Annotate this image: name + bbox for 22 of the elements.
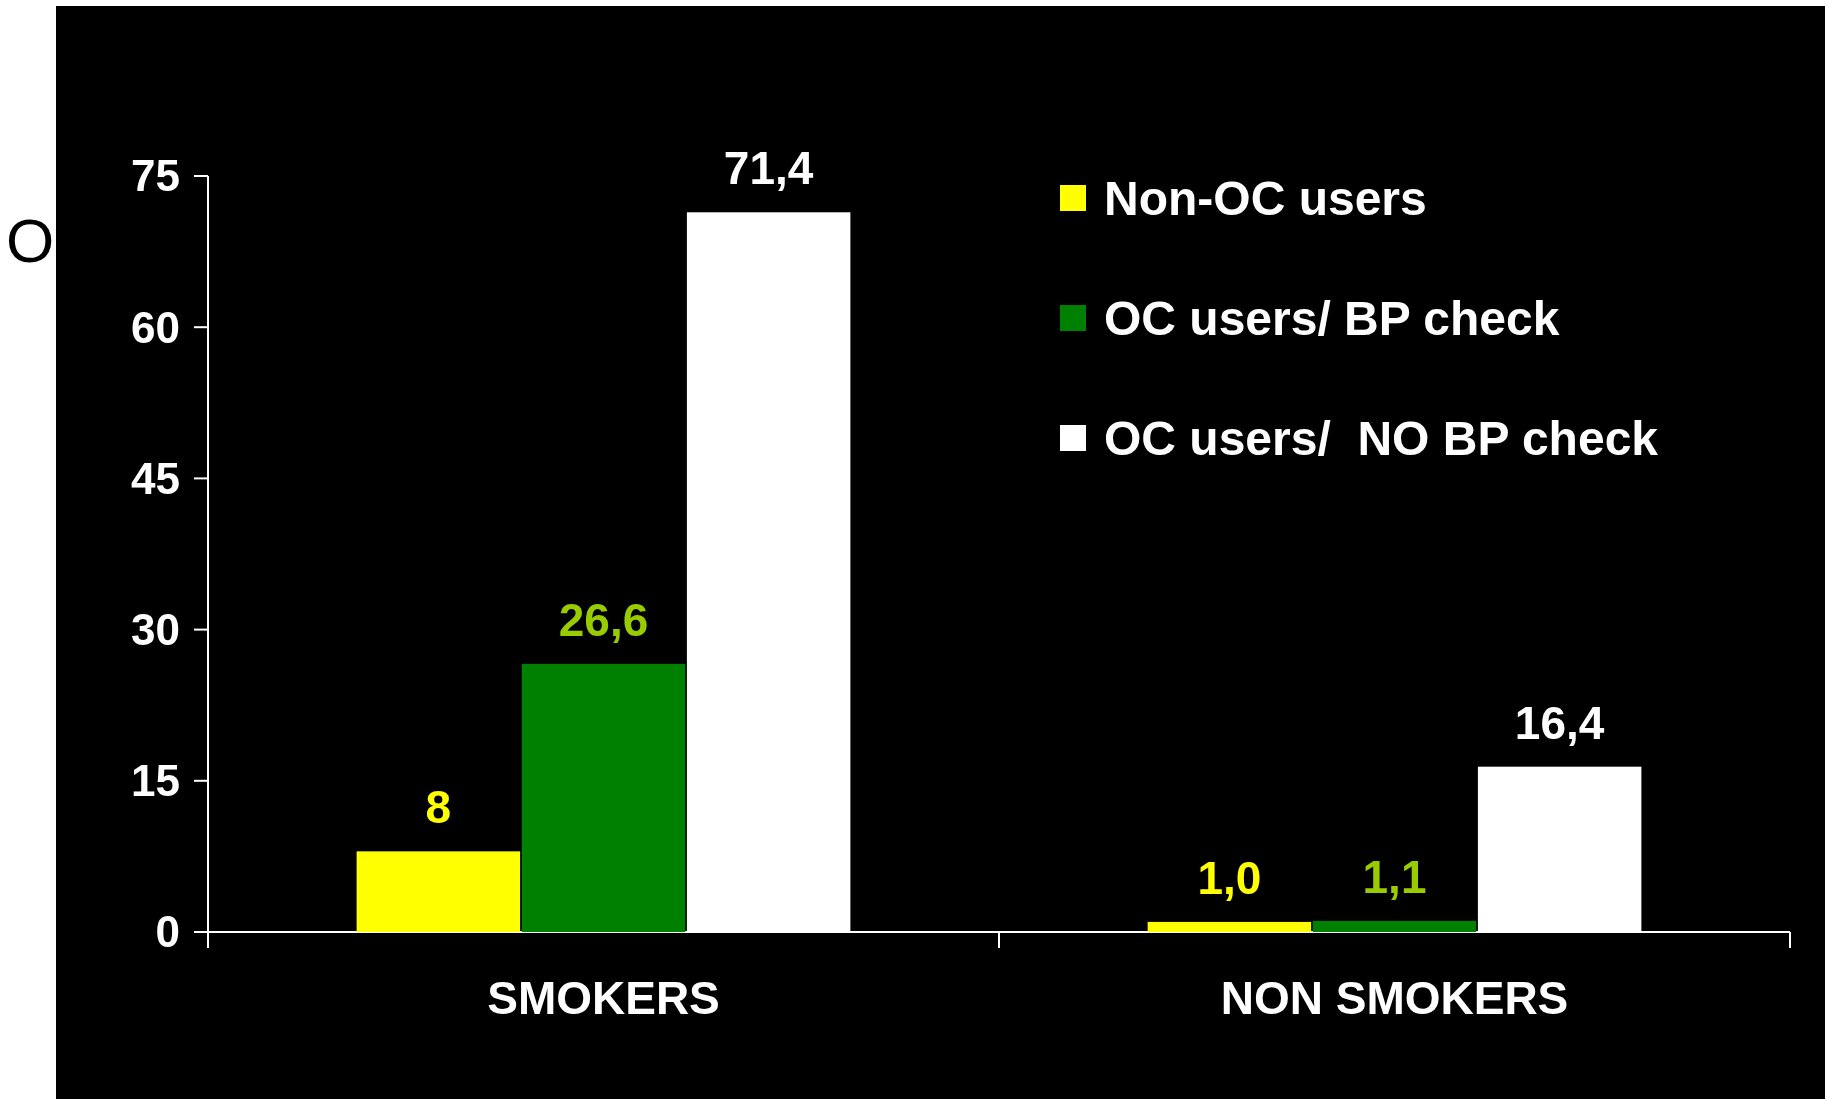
data-label: 1,1: [1362, 850, 1427, 903]
data-label: 8: [425, 781, 452, 834]
data-label: 26,6: [558, 593, 649, 646]
y-tick-label: 30: [131, 605, 180, 654]
y-tick-label: 45: [131, 453, 180, 503]
bar: [1147, 921, 1312, 932]
y-tick-label: 0: [155, 907, 180, 957]
legend-label: OC users/ NO BP check: [1104, 411, 1659, 465]
x-tick-label: SMOKERS: [487, 972, 720, 1024]
data-label: 71,4: [723, 142, 814, 195]
bar: [1312, 920, 1477, 932]
bar: [356, 851, 521, 932]
legend-label: Non-OC users: [1104, 171, 1427, 225]
y-axis-title: O: [6, 206, 55, 275]
bar: [521, 663, 686, 932]
y-tick-label: 75: [131, 151, 180, 201]
y-tick-label: 60: [131, 302, 180, 352]
legend-label: OC users/ BP check: [1104, 291, 1560, 345]
y-tick-label: 15: [131, 756, 180, 806]
x-tick-label: NON SMOKERS: [1220, 972, 1569, 1024]
data-label: 16,4: [1514, 696, 1605, 749]
data-label: 1,0: [1197, 851, 1262, 904]
